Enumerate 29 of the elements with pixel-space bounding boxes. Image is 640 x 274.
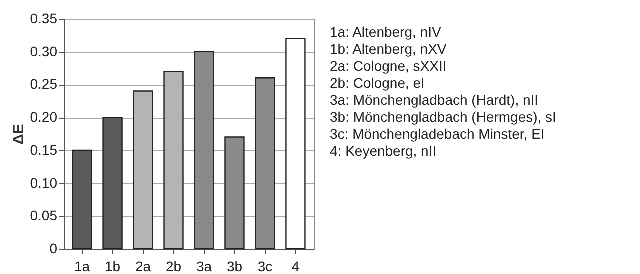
text: 2b: Cologne, el [330,75,426,92]
x-tick-label: 2a [135,258,152,274]
text: 3c: Mönchengladebach Minster, EI [330,126,546,143]
text: 3a: Mönchengladbach (Hardt), nII [330,92,540,109]
y-tick-label: 0.25 [30,76,58,92]
text: 4: Keyenberg, nII [330,143,438,160]
x-tick-label: 3b [226,258,243,274]
x-tick-label: 1b [104,258,121,274]
text: 1b: Altenberg, nXV [330,41,448,58]
y-tick-label: 0.35 [30,10,58,26]
x-tick-label: 3c [258,258,273,274]
x-tick-label: 3a [196,258,212,274]
y-tick-label: 0.05 [30,208,58,224]
bar [255,78,276,250]
bar [224,136,245,250]
y-tick-label: 0 [50,240,58,256]
y-tick-label: 0.15 [30,142,58,158]
text: 3b: Mönchengladbach (Hermges), sI [330,109,556,126]
text: 2a: Cologne, sXXII [330,58,448,75]
bar [194,51,214,250]
x-tick-label: 4 [292,258,300,274]
x-tick-label: 2b [166,258,182,274]
x-tick-label: 1a [74,258,90,274]
y-tick-label: 0.30 [30,43,58,60]
bar [286,38,306,250]
text: 1a: Altenberg, nIV [330,24,442,41]
y-tick-label: 0.10 [30,174,58,191]
y-axis-title: ΔE [10,124,28,145]
y-tick-label: 0.20 [30,109,58,126]
